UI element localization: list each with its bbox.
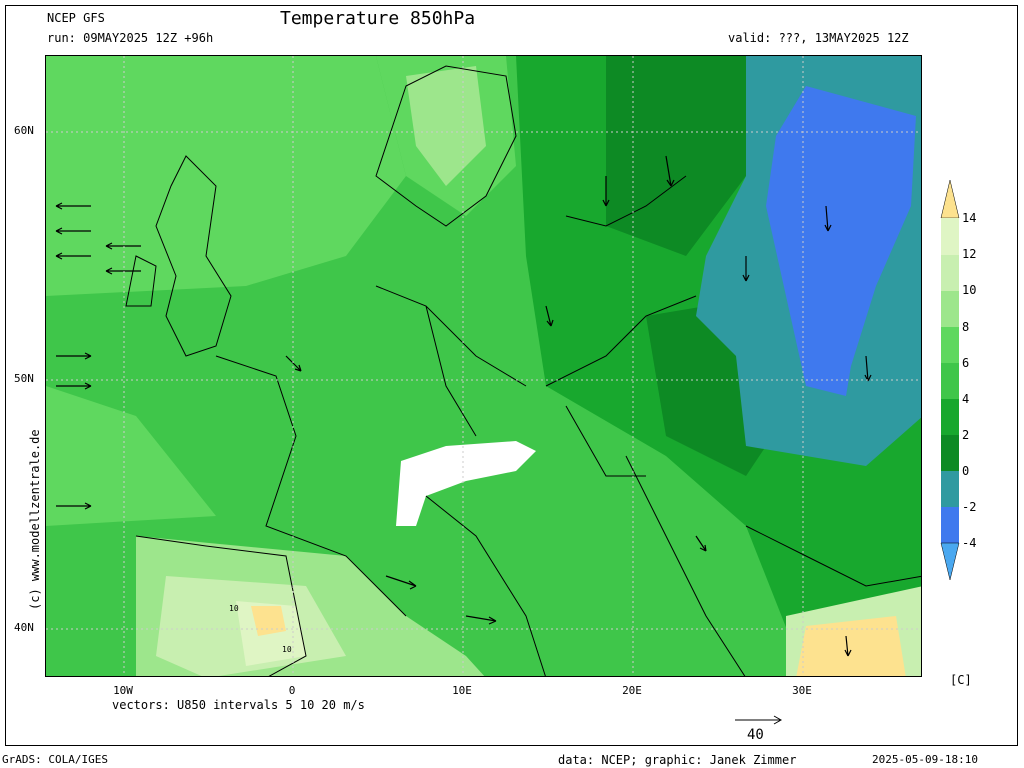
lat-label-40n: 40N (14, 621, 34, 634)
colorbar-label-6: 6 (962, 356, 970, 370)
colorbar-label-4: 4 (962, 392, 970, 406)
colorbar-top-cap (940, 180, 960, 219)
colorbar-swatch-0-2 (941, 435, 959, 471)
colorbar-swatch-10-12 (941, 255, 959, 291)
colorbar-swatch-neg4-neg2 (941, 507, 959, 543)
footer-left: GrADS: COLA/IGES (2, 753, 108, 766)
contour-label-10-a: 10 (229, 604, 239, 613)
colorbar-label-neg2: -2 (962, 500, 977, 514)
colorbar-label-2: 2 (962, 428, 970, 442)
lon-label-10w: 10W (113, 684, 133, 697)
colorbar-swatch-4-6 (941, 363, 959, 399)
colorbar-label-0: 0 (962, 464, 970, 478)
colorbar-unit: [C] (950, 673, 972, 687)
scale-arrow-label: 40 (747, 727, 764, 743)
lon-label-0: 0 (288, 684, 296, 697)
colorbar-bottom-cap (940, 542, 960, 580)
lat-label-60n: 60N (14, 124, 34, 137)
colorbar-label-14: 14 (962, 211, 977, 225)
contour-label-10-b: 10 (282, 645, 292, 654)
plot-frame (5, 5, 1018, 746)
scale-arrow-icon (735, 715, 783, 725)
temperature-field: 10 10 (46, 56, 921, 676)
colorbar (940, 180, 960, 580)
lon-label-30e: 30E (792, 684, 812, 697)
colorbar-swatch-12-14 (941, 218, 959, 255)
valid-label: valid: ???, 13MAY2025 12Z (728, 31, 909, 45)
lon-label-10e: 10E (452, 684, 472, 697)
copyright-label: (c) www.modellzentrale.de (28, 429, 42, 610)
colorbar-label-12: 12 (962, 247, 977, 261)
footer-center: data: NCEP; graphic: Janek Zimmer (558, 753, 797, 767)
map-title: Temperature 850hPa (280, 8, 476, 29)
lon-label-20e: 20E (622, 684, 642, 697)
colorbar-swatch-neg2-0 (941, 471, 959, 507)
temperature-map: 10 10 (45, 55, 922, 677)
vectors-note: vectors: U850 intervals 5 10 20 m/s (112, 698, 365, 712)
model-label: NCEP GFS (47, 11, 105, 25)
footer-right: 2025-05-09-18:10 (872, 753, 978, 766)
run-label: run: 09MAY2025 12Z +96h (47, 31, 214, 45)
colorbar-label-8: 8 (962, 320, 970, 334)
colorbar-label-10: 10 (962, 283, 977, 297)
colorbar-swatch-6-8 (941, 327, 959, 363)
colorbar-swatch-8-10 (941, 291, 959, 327)
colorbar-swatch-2-4 (941, 399, 959, 435)
lat-label-50n: 50N (14, 372, 34, 385)
colorbar-label-neg4: -4 (962, 536, 977, 550)
